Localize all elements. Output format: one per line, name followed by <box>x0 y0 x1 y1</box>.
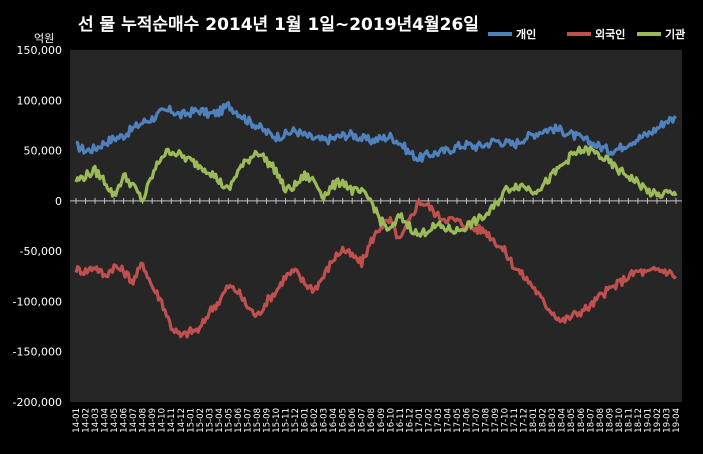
x-tick-label: 15-02 <box>196 408 206 433</box>
y-axis-ticks: 150,000 100,000 50,000 0 -50,000 -100,000 -150… <box>13 44 682 409</box>
x-tick-label: 14-07 <box>129 408 139 433</box>
x-tick-label: 15-09 <box>262 408 272 433</box>
x-tick-label: 19-04 <box>672 408 682 433</box>
y-tick-label: -50,000 <box>20 245 62 258</box>
x-tick-label: 18-08 <box>596 408 606 433</box>
x-tick-label: 15-06 <box>234 408 244 433</box>
x-tick-label: 16-07 <box>358 408 368 433</box>
x-tick-label: 15-11 <box>282 408 292 433</box>
x-tick-label: 15-01 <box>186 408 196 433</box>
x-tick-label: 15-07 <box>243 408 253 433</box>
x-tick-label: 17-11 <box>510 408 520 433</box>
x-tick-label: 17-02 <box>424 408 434 433</box>
y-tick-label: 0 <box>55 195 62 208</box>
x-tick-label: 18-09 <box>605 408 615 433</box>
x-tick-label: 15-12 <box>291 408 301 433</box>
x-tick-label: 16-11 <box>396 408 406 433</box>
x-tick-label: 17-12 <box>520 408 530 433</box>
x-tick-label: 19-03 <box>662 408 672 433</box>
x-tick-label: 14-06 <box>120 408 130 433</box>
x-tick-label: 15-10 <box>272 408 282 433</box>
x-tick-label: 14-11 <box>167 408 177 433</box>
x-tick-label: 16-09 <box>377 408 387 433</box>
x-tick-label: 14-10 <box>158 408 168 433</box>
x-tick-label: 16-12 <box>405 408 415 433</box>
x-tick-label: 17-04 <box>443 408 453 433</box>
x-tick-label: 14-03 <box>91 408 101 433</box>
y-tick-label: -150,000 <box>13 346 62 359</box>
x-tick-label: 15-04 <box>215 408 225 433</box>
x-tick-label: 17-09 <box>491 408 501 433</box>
x-tick-label: 16-08 <box>367 408 377 433</box>
x-tick-label: 16-05 <box>339 408 349 433</box>
x-tick-label: 14-12 <box>177 408 187 433</box>
x-tick-label: 16-10 <box>386 408 396 433</box>
x-tick-label: 16-03 <box>320 408 330 433</box>
x-tick-label: 15-03 <box>205 408 215 433</box>
x-tick-label: 18-02 <box>539 408 549 433</box>
x-tick-label: 17-05 <box>453 408 463 433</box>
legend: 개인 외국인 기관 <box>488 27 685 41</box>
legend-label: 개인 <box>516 27 536 41</box>
x-tick-label: 18-11 <box>624 408 634 433</box>
x-tick-label: 18-07 <box>586 408 596 433</box>
x-tick-label: 14-01 <box>72 408 82 433</box>
x-tick-label: 17-03 <box>434 408 444 433</box>
y-tick-label: -200,000 <box>13 396 62 409</box>
x-tick-label: 18-12 <box>634 408 644 433</box>
x-tick-label: 15-08 <box>253 408 263 433</box>
x-tick-label: 18-10 <box>615 408 625 433</box>
x-tick-label: 14-09 <box>148 408 158 433</box>
x-tick-label: 16-02 <box>310 408 320 433</box>
x-tick-label: 17-08 <box>482 408 492 433</box>
series-line-0 <box>75 101 678 163</box>
y-tick-label: -100,000 <box>13 295 62 308</box>
x-tick-label: 16-01 <box>301 408 311 433</box>
y-axis-unit-label: 억원 <box>34 32 54 45</box>
x-tick-label: 18-04 <box>558 408 568 433</box>
series-line-1 <box>74 199 678 339</box>
x-tick-label: 19-02 <box>653 408 663 433</box>
x-tick-label: 17-06 <box>462 408 472 433</box>
x-tick-label: 14-04 <box>101 408 111 433</box>
x-tick-label: 14-05 <box>110 408 120 433</box>
x-tick-label: 19-01 <box>643 408 653 433</box>
x-tick-label: 17-01 <box>415 408 425 433</box>
x-axis-ticks: 14-01 14-02 14-03 14-04 14-05 14-06 14-07 14-08… <box>72 197 682 433</box>
y-tick-label: 50,000 <box>24 145 63 158</box>
y-tick-label: 150,000 <box>17 44 63 57</box>
x-tick-label: 17-10 <box>501 408 511 433</box>
x-tick-label: 14-08 <box>139 408 149 433</box>
legend-label: 외국인 <box>595 27 625 41</box>
plot-area <box>70 50 682 402</box>
x-tick-label: 18-06 <box>577 408 587 433</box>
series-lines <box>74 101 678 339</box>
x-tick-label: 18-01 <box>529 408 539 433</box>
chart-title: 선 물 누적순매수 2014년 1월 1일~2019년4월26일 <box>78 15 479 35</box>
y-tick-label: 100,000 <box>17 94 63 107</box>
x-tick-label: 15-05 <box>224 408 234 433</box>
x-tick-label: 16-04 <box>329 408 339 433</box>
x-tick-label: 18-05 <box>567 408 577 433</box>
x-tick-label: 18-03 <box>548 408 558 433</box>
series-line-2 <box>74 145 678 238</box>
x-tick-label: 14-02 <box>82 408 92 433</box>
x-tick-label: 16-06 <box>348 408 358 433</box>
x-tick-label: 17-07 <box>472 408 482 433</box>
legend-label: 기관 <box>665 27 685 41</box>
